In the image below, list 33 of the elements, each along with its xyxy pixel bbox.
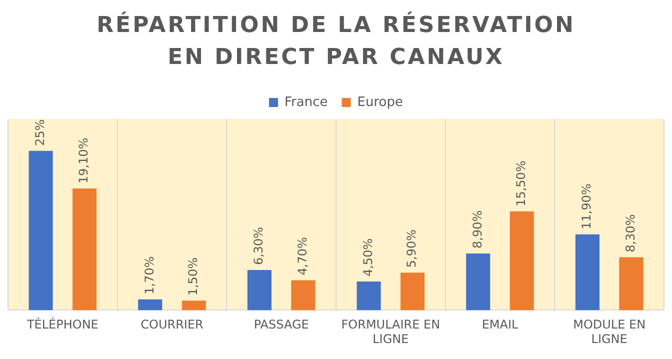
bar: [510, 211, 534, 310]
bar: [400, 272, 425, 310]
bar: [619, 257, 644, 310]
bar: [247, 270, 272, 310]
x-tick-label: COURRIER: [140, 318, 204, 332]
data-label: 1,50%: [186, 258, 200, 296]
x-tick-label: MODULE EN LIGNE: [573, 318, 646, 346]
data-label: 6,30%: [252, 226, 266, 266]
bar: [291, 280, 316, 310]
data-label: 4,50%: [360, 238, 375, 277]
bar: [72, 188, 97, 310]
x-tick-label: FORMULAIRE EN LIGNE: [341, 318, 440, 346]
bar: [575, 234, 600, 310]
data-label: 19,10%: [76, 138, 91, 184]
data-label: 8,90%: [470, 210, 484, 248]
bar: [28, 150, 53, 310]
bar: [138, 299, 162, 310]
bar: [356, 282, 381, 310]
data-label: 4,70%: [295, 237, 310, 276]
data-label: 1,70%: [142, 256, 156, 294]
x-tick-label: TÉLÉPHONE: [26, 316, 98, 332]
bar: [466, 253, 490, 310]
data-label: 8,30%: [623, 214, 638, 252]
legend-label: France: [284, 94, 328, 110]
data-label: 5,90%: [404, 229, 419, 268]
data-label: 11,90%: [580, 184, 594, 230]
x-tick-label: PASSAGE: [254, 318, 309, 332]
data-label: 25%: [32, 119, 47, 146]
chart-title: RÉPARTITION DE LA RÉSERVATION EN DIRECT PAR CANAUX: [96, 10, 576, 72]
x-tick-label: EMAIL: [482, 318, 518, 332]
data-label: 15,50%: [514, 160, 528, 206]
bar: [182, 300, 206, 310]
legend-label: Europe: [357, 94, 403, 110]
